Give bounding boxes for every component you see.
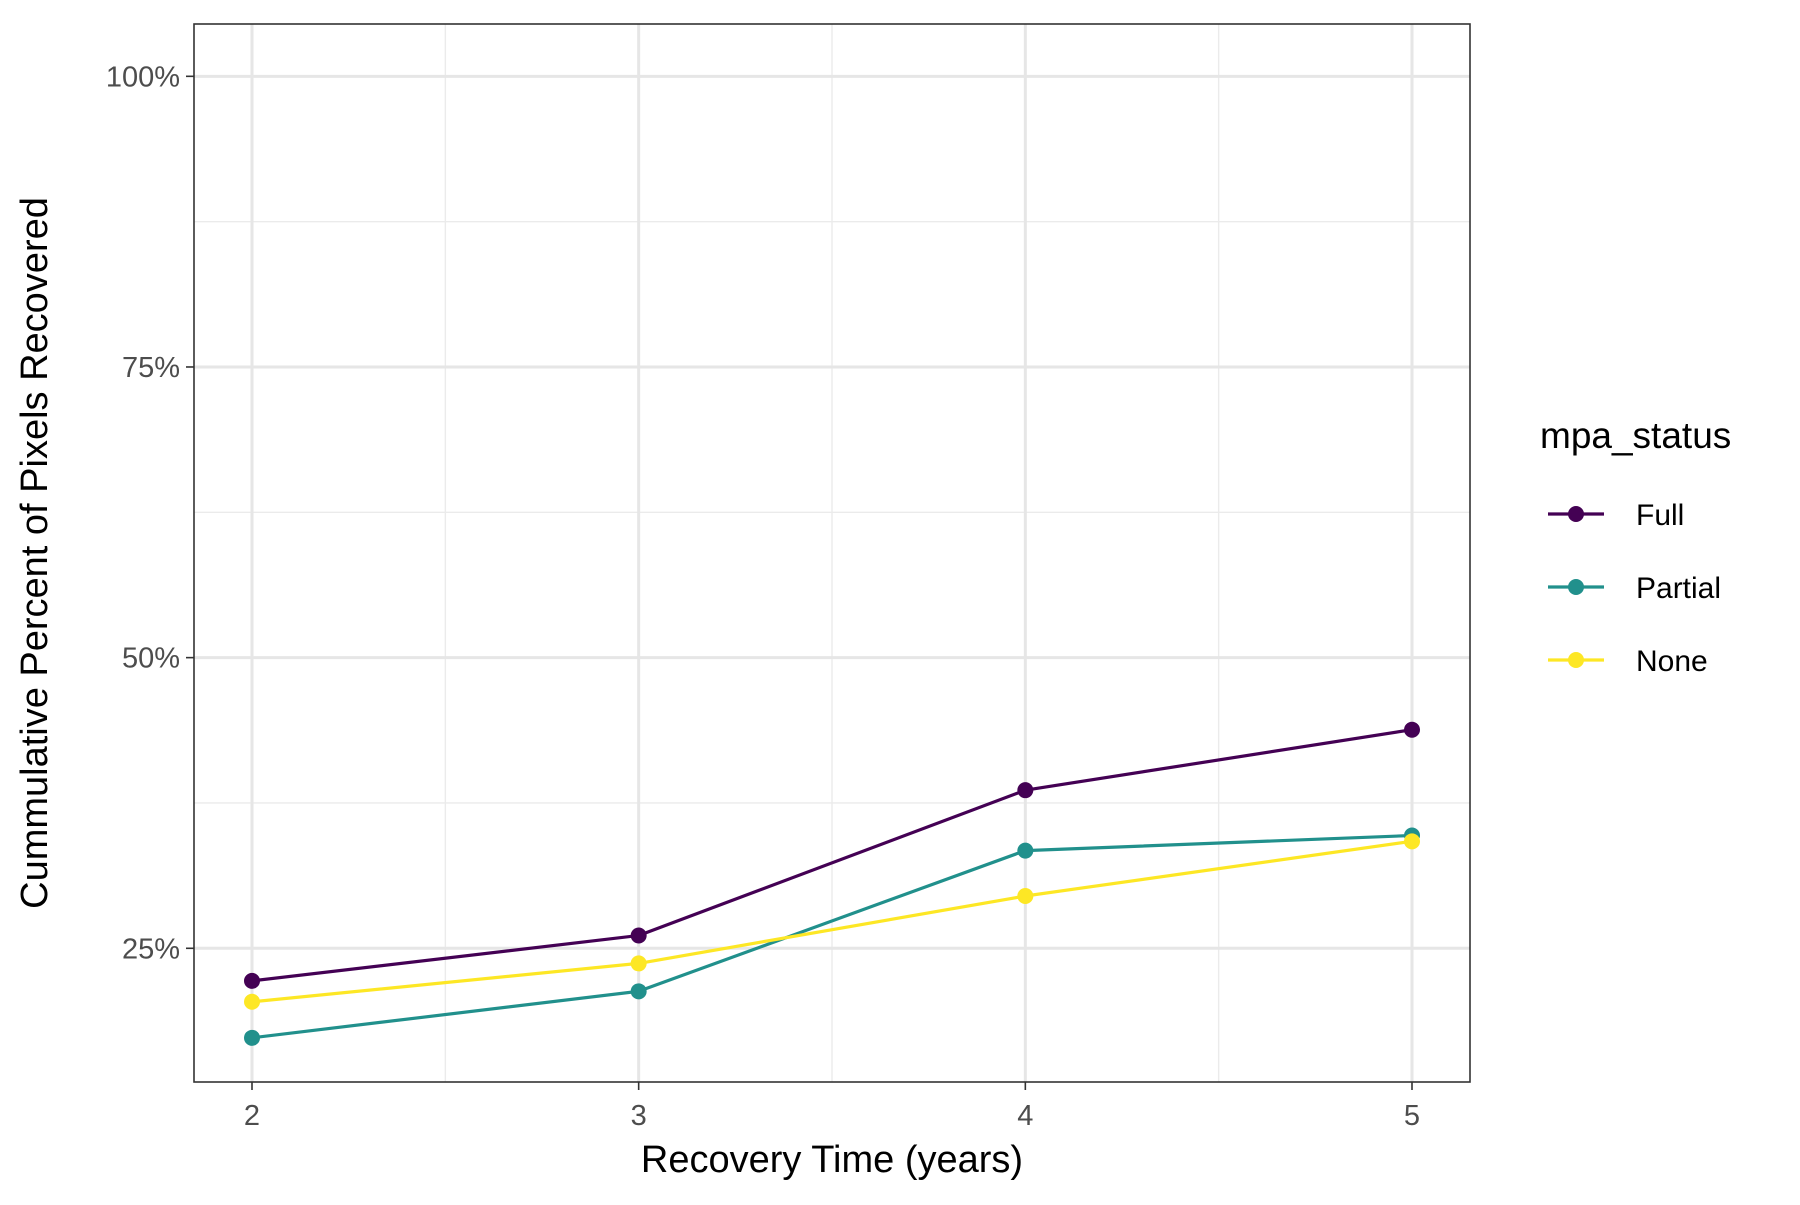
legend: mpa_status Full Partial None [1540, 415, 1731, 678]
y-tick-label: 25% [122, 933, 180, 965]
data-point-full [1017, 782, 1034, 799]
y-axis-title: Cummulative Percent of Pixels Recovered [14, 197, 56, 909]
data-point-full [1404, 721, 1420, 738]
legend-key-point-none [1568, 652, 1584, 668]
panel-border [193, 23, 1471, 1083]
series-line-partial [251, 833, 1413, 1040]
axes: 25% 50% 75% 100% 2 3 4 5 [106, 61, 1420, 1132]
x-axis-title: Recovery Time (years) [641, 1139, 1023, 1181]
x-tick-label: 2 [244, 1100, 260, 1132]
legend-label-none: None [1636, 645, 1708, 678]
data-point-full [244, 972, 260, 989]
y-tick-label: 50% [122, 643, 180, 675]
data-point-partial [244, 1029, 260, 1046]
data-point-none [1404, 833, 1420, 850]
legend-key-point-partial [1568, 579, 1584, 595]
x-tick-label: 3 [631, 1100, 647, 1132]
series-line-full [251, 728, 1413, 983]
data-point-none [244, 993, 260, 1010]
legend-title: mpa_status [1540, 415, 1731, 456]
x-tick-label: 5 [1404, 1100, 1420, 1132]
data-point-none [630, 955, 647, 972]
y-tick-label: 100% [106, 61, 180, 93]
data-point-full [630, 927, 647, 944]
y-tick-label: 75% [122, 352, 180, 384]
grid [194, 24, 1470, 1082]
series-layer [244, 721, 1420, 1046]
data-point-partial [1017, 842, 1034, 859]
series-line-none [251, 839, 1413, 1004]
legend-label-full: Full [1636, 499, 1684, 532]
legend-label-partial: Partial [1636, 572, 1721, 605]
legend-key-point-full [1568, 506, 1584, 522]
data-point-partial [630, 983, 647, 1000]
x-tick-label: 4 [1017, 1100, 1033, 1132]
data-point-none [1017, 887, 1034, 904]
